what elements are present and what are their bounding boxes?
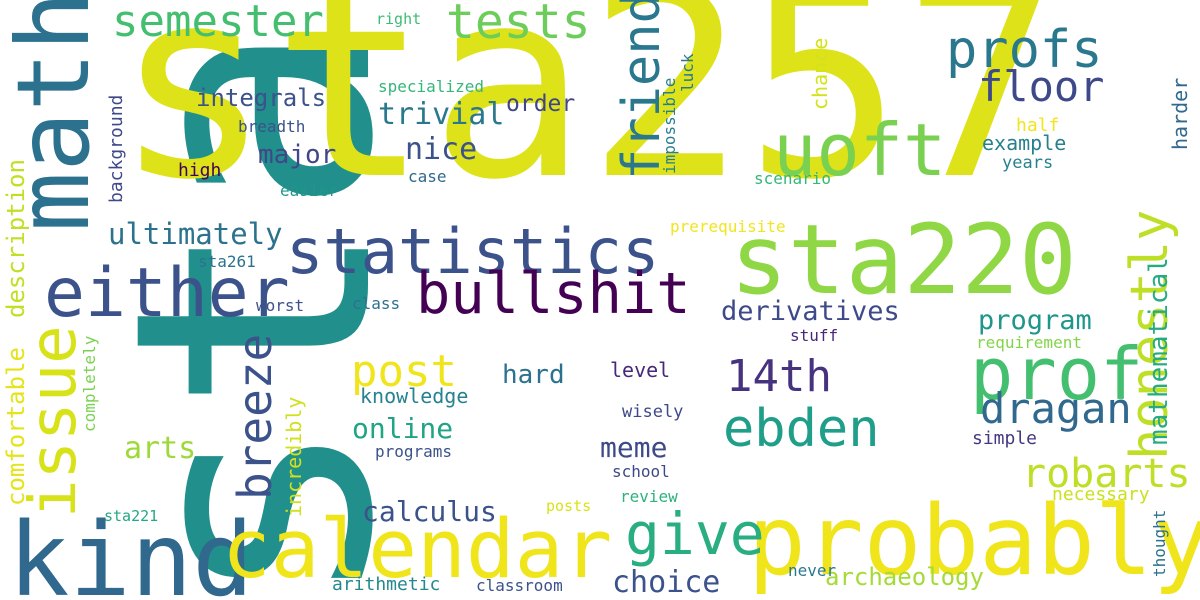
word-14th: 14th bbox=[726, 351, 832, 402]
word-description: description bbox=[2, 159, 30, 318]
word-floor: floor bbox=[978, 62, 1105, 111]
word-specialized: specialized bbox=[378, 77, 484, 96]
word-scenario: scenario bbox=[754, 169, 832, 188]
word-requirement: requirement bbox=[976, 333, 1082, 352]
word-worst: worst bbox=[256, 296, 305, 315]
word-tests: tests bbox=[446, 0, 591, 50]
word-class: class bbox=[352, 294, 401, 313]
word-high: high bbox=[178, 160, 222, 181]
word-ultimately: ultimately bbox=[108, 217, 283, 251]
word-completely: completely bbox=[80, 335, 99, 432]
word-school: school bbox=[612, 462, 670, 481]
word-easier: easier bbox=[280, 181, 338, 200]
word-background: background bbox=[106, 94, 127, 203]
word-probably: probably bbox=[748, 485, 1200, 597]
word-integrals: integrals bbox=[196, 84, 327, 112]
word-knowledge: knowledge bbox=[360, 384, 469, 408]
word-harder: harder bbox=[1168, 77, 1192, 150]
word-classroom: classroom bbox=[476, 576, 563, 595]
word-program: program bbox=[978, 305, 1092, 336]
word-calendar: calendar bbox=[222, 503, 613, 597]
word-calculus: calculus bbox=[362, 495, 497, 528]
word-chance: chance bbox=[808, 37, 832, 110]
word-trivial: trivial bbox=[378, 97, 505, 132]
word-mathematical: mathematical bbox=[1144, 257, 1174, 445]
word-arithmetic: arithmetic bbox=[332, 574, 441, 595]
word-thought: thought bbox=[1150, 509, 1169, 577]
word-issue: issue bbox=[17, 325, 91, 518]
word-example: example bbox=[982, 131, 1067, 155]
word-wisely: wisely bbox=[622, 402, 684, 422]
word-breeze: breeze bbox=[228, 333, 282, 500]
word-never: never bbox=[788, 561, 837, 580]
word-necessary: necessary bbox=[1052, 484, 1150, 505]
word-meme: meme bbox=[600, 431, 668, 464]
word-sta221: sta221 bbox=[104, 507, 159, 525]
word-level: level bbox=[610, 358, 671, 382]
word-online: online bbox=[352, 412, 454, 445]
word-sta257: sta257 bbox=[114, 0, 1061, 237]
word-prof: prof bbox=[970, 332, 1144, 416]
word-case: case bbox=[408, 167, 447, 186]
word-give: give bbox=[625, 500, 765, 568]
word-half: half bbox=[1016, 115, 1060, 136]
word-nice: nice bbox=[405, 132, 478, 167]
word-breadth: breadth bbox=[238, 117, 306, 136]
word-arts: arts bbox=[124, 431, 197, 466]
word-posts: posts bbox=[546, 497, 592, 515]
word-post: post bbox=[351, 346, 457, 397]
word-simple: simple bbox=[972, 428, 1038, 449]
word-dragan: dragan bbox=[980, 384, 1132, 433]
word-bullshit: bullshit bbox=[416, 261, 691, 327]
word-programs: programs bbox=[375, 442, 453, 461]
word-derivatives: derivatives bbox=[721, 296, 900, 327]
word-impossible: impossible bbox=[660, 77, 679, 174]
word-sta261: sta261 bbox=[198, 252, 256, 271]
word-right: right bbox=[376, 10, 422, 28]
word-choice: choice bbox=[612, 565, 721, 600]
word-incredibly: incredibly bbox=[282, 396, 306, 517]
word-statistics: statistics bbox=[286, 215, 660, 288]
word-kind: kind bbox=[8, 501, 254, 600]
word-archaeology: archaeology bbox=[825, 563, 984, 591]
word-ebden: ebden bbox=[723, 399, 880, 459]
word-luck: luck bbox=[678, 53, 697, 92]
word-either: either bbox=[44, 254, 290, 333]
word-review: review bbox=[620, 487, 678, 506]
word-stuff: stuff bbox=[790, 326, 839, 345]
word-prerequisite: prerequisite bbox=[670, 217, 786, 236]
word-profs: profs bbox=[946, 20, 1103, 80]
word-order: order bbox=[506, 91, 576, 117]
word-uoft: uoft bbox=[773, 108, 947, 192]
word-semester: semester bbox=[112, 0, 324, 47]
word-comfortable: comfortable bbox=[2, 347, 30, 506]
word-sta220: sta220 bbox=[730, 204, 1077, 316]
word-major: major bbox=[258, 140, 337, 170]
word-years: years bbox=[1002, 153, 1054, 173]
word-robarts: robarts bbox=[1022, 451, 1191, 497]
word-hard: hard bbox=[502, 360, 565, 390]
